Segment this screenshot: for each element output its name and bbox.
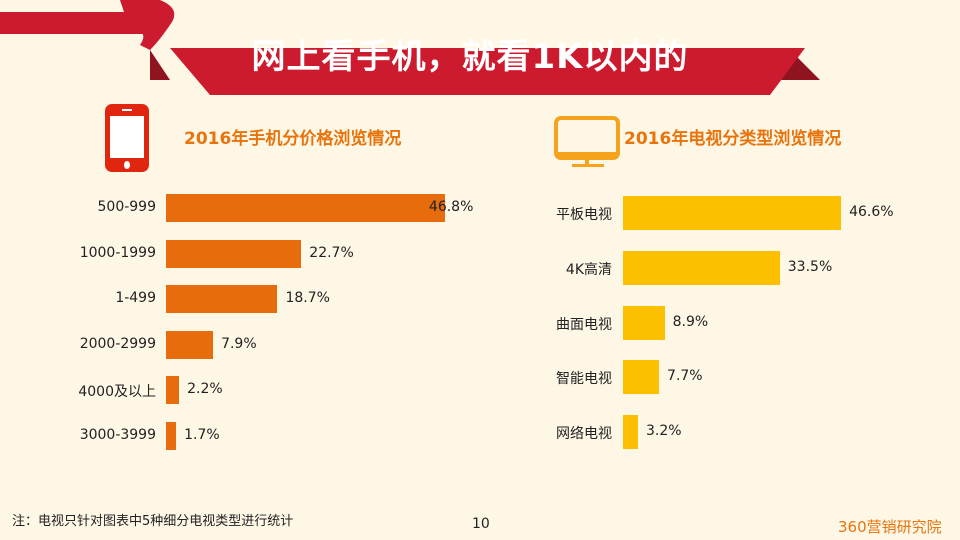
page-number: 10 [472,516,490,532]
brand-label: 360营销研究院 [838,518,942,536]
phone-value-label: 7.9% [221,335,257,352]
tv-bar [623,196,842,230]
tv-bar [623,250,780,285]
tv-bar [623,360,660,395]
phone-category-label: 1000-1999 [79,244,156,261]
footnote: 注：电视只针对图表中5种细分电视类型进行统计 [12,514,294,529]
banner-decoration [0,0,820,95]
phone-bar [166,239,302,268]
tv-category-label: 平板电视 [556,207,612,223]
phone-value-label: 46.8% [428,199,474,215]
tv-category-label: 智能电视 [556,371,612,388]
phone-value-label: 22.7% [309,244,354,261]
tv-chart-title: 2016年电视分类型浏览情况 [624,129,842,149]
phone-category-label: 4000及以上 [78,384,156,401]
tv-value-label: 8.9% [672,313,709,330]
phone-bar [166,330,214,359]
tv-value-label: 7.7% [667,368,703,385]
phone-value-label: 2.2% [187,381,223,398]
phone-category-label: 500-999 [97,199,157,215]
phone-bar [166,285,278,314]
tv-bar [623,415,638,450]
tv-value-label: 46.6% [849,204,894,220]
phone-value-label: 1.7% [184,427,220,443]
phone-category-label: 3000-3999 [79,427,156,443]
tv-value-label: 33.5% [787,258,833,275]
tv-category-label: 曲面电视 [556,316,612,333]
smartphone-icon [105,104,149,172]
phone-bar [166,194,445,222]
title-banner [170,48,805,95]
phone-category-label: 1-499 [115,290,156,307]
phone-category-label: 2000-2999 [79,335,156,352]
tv-category-label: 网络电视 [556,426,612,443]
phone-bar [166,376,180,405]
phone-chart-title: 2016年手机分价格浏览情况 [184,129,402,149]
tv-value-label: 3.2% [645,423,682,440]
page-title: 网上看手机，就看1K以内的 [251,37,689,77]
phone-value-label: 18.7% [285,290,330,307]
tv-category-label: 4K高清 [565,261,612,278]
phone-bar [166,422,177,450]
hand-icon [120,0,175,50]
tv-bar [623,305,665,340]
monitor-icon [554,116,620,167]
